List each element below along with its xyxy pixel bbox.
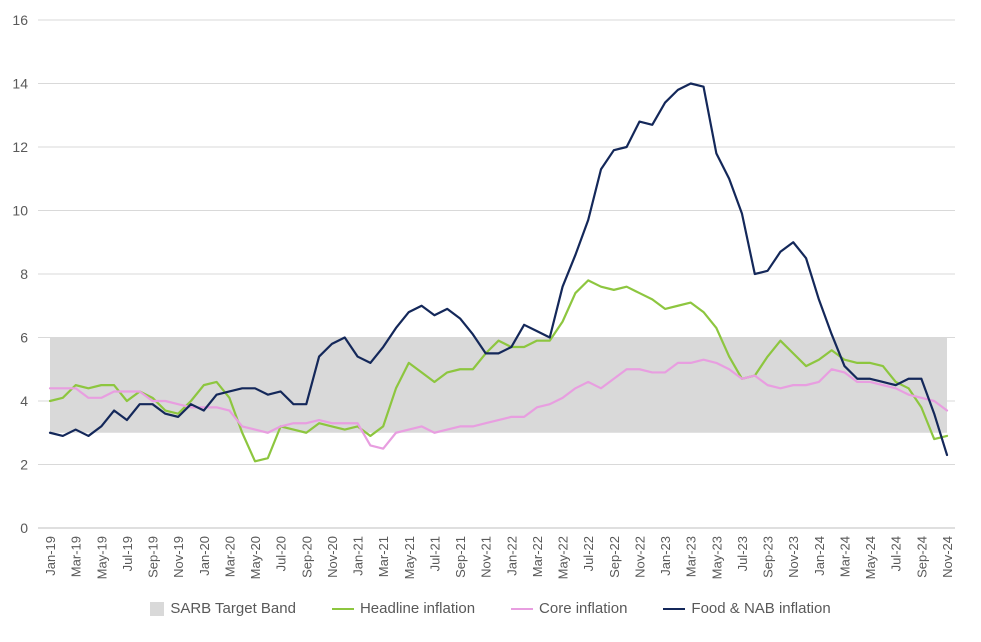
- y-tick-label: 4: [20, 393, 28, 409]
- x-tick-label: Jan-21: [351, 536, 366, 576]
- x-tick-label: Jan-19: [43, 536, 58, 576]
- series-line-food-nab-inflation: [48, 82, 949, 457]
- legend-item-target-band: SARB Target Band: [150, 600, 296, 617]
- x-tick-label: May-19: [94, 536, 109, 579]
- x-tick-label: Mar-19: [69, 536, 84, 577]
- x-tick-label: Sep-19: [146, 536, 161, 578]
- x-tick-label: Nov-20: [325, 536, 340, 578]
- x-tick-label: Jul-19: [120, 536, 135, 571]
- x-tick-label: Jul-22: [581, 536, 596, 571]
- x-tick-label: May-22: [556, 536, 571, 579]
- legend-swatch-target-band: [150, 601, 165, 616]
- x-tick-label: May-20: [248, 536, 263, 579]
- x-tick-label: Nov-19: [171, 536, 186, 578]
- y-tick-label: 16: [12, 12, 28, 28]
- x-tick-label: Sep-20: [299, 536, 314, 578]
- legend-item-headline: Headline inflation: [331, 600, 476, 617]
- x-tick-label: Sep-21: [453, 536, 468, 578]
- y-tick-label: 14: [12, 76, 28, 92]
- x-tick-label: May-21: [402, 536, 417, 579]
- x-tick-label: Sep-24: [914, 536, 929, 578]
- legend-swatch-food-nab: [663, 607, 686, 610]
- y-tick-label: 6: [20, 330, 28, 346]
- x-tick-label: Mar-23: [684, 536, 699, 577]
- x-tick-label: Mar-22: [530, 536, 545, 577]
- x-tick-label: Jan-23: [658, 536, 673, 576]
- x-tick-label: Jul-23: [735, 536, 750, 571]
- x-tick-label: Jan-24: [812, 536, 827, 576]
- series-line-headline-inflation: [48, 279, 949, 463]
- x-tick-label: Mar-24: [837, 536, 852, 577]
- x-tick-label: Jul-20: [274, 536, 289, 571]
- legend-item-food-nab: Food & NAB inflation: [663, 600, 831, 617]
- legend-item-core: Core inflation: [511, 600, 627, 617]
- legend-label-target-band: SARB Target Band: [170, 600, 296, 617]
- y-tick-label: 8: [20, 266, 28, 282]
- y-tick-label: 10: [12, 203, 28, 219]
- x-tick-label: Nov-23: [786, 536, 801, 578]
- target-band-area: [50, 337, 947, 433]
- x-tick-label: Sep-23: [761, 536, 776, 578]
- x-tick-label: Nov-21: [479, 536, 494, 578]
- x-tick-label: Jan-20: [197, 536, 212, 576]
- x-tick-label: Sep-22: [607, 536, 622, 578]
- y-tick-label: 2: [20, 457, 28, 473]
- y-tick-label: 12: [12, 139, 28, 155]
- legend-swatch-core: [511, 607, 534, 610]
- x-tick-label: Nov-22: [632, 536, 647, 578]
- legend-swatch-headline: [331, 607, 354, 610]
- x-tick-label: Jul-21: [427, 536, 442, 571]
- legend-label-core: Core inflation: [539, 600, 628, 617]
- x-tick-label: Jan-22: [504, 536, 519, 576]
- x-tick-label: Mar-21: [376, 536, 391, 577]
- legend-label-food-nab: Food & NAB inflation: [691, 600, 831, 617]
- x-tick-label: May-24: [863, 536, 878, 579]
- x-tick-label: May-23: [709, 536, 724, 579]
- legend-label-headline: Headline inflation: [359, 600, 476, 617]
- x-tick-label: Nov-24: [940, 536, 955, 578]
- x-tick-label: Jul-24: [889, 536, 904, 571]
- chart-legend: SARB Target Band Headline inflation Core…: [0, 600, 981, 617]
- x-tick-label: Mar-20: [222, 536, 237, 577]
- y-tick-label: 0: [20, 520, 28, 536]
